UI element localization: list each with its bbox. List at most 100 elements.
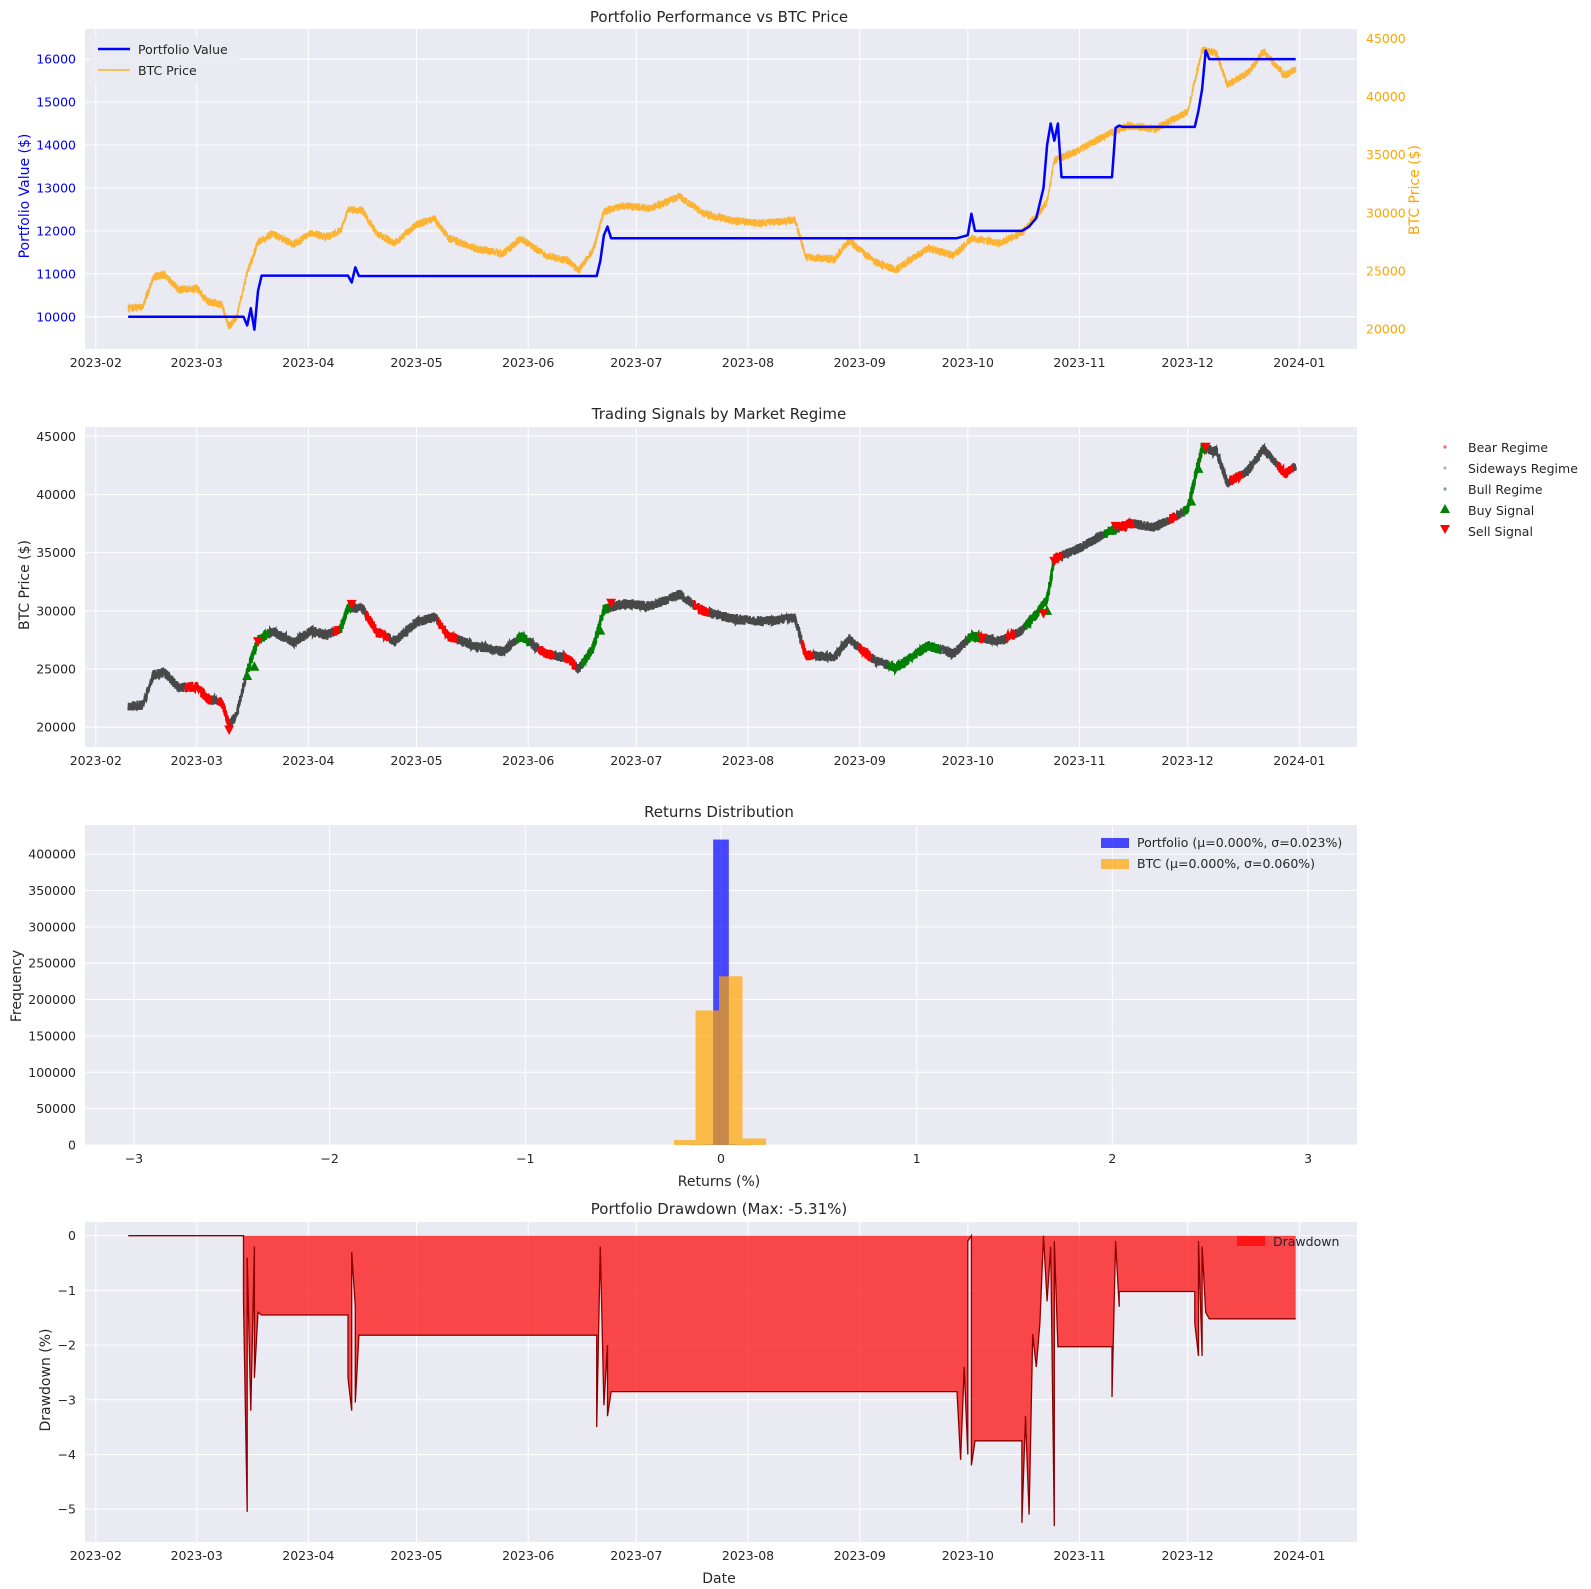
- y-tick-label: 400000: [28, 847, 76, 862]
- plot-area: [85, 427, 1357, 747]
- chart-title: Returns Distribution: [644, 803, 794, 821]
- y-tick-label: −3: [58, 1392, 76, 1407]
- x-tick-label: 2023-09: [834, 1548, 886, 1563]
- legend-label-btc: BTC (μ=0.000%, σ=0.060%): [1137, 856, 1315, 871]
- portfolio-value-line: [128, 49, 1296, 331]
- right-y-tick-label: 30000: [1366, 205, 1406, 220]
- chart-legend: Drawdown: [1237, 1234, 1339, 1249]
- bull-regime-segment: [339, 599, 353, 633]
- bear-regime-segment: [692, 599, 710, 617]
- btc-histogram-bar: [742, 1138, 767, 1145]
- y-tick-label: 15000: [36, 95, 76, 110]
- chart-legend: Bear Regime Sideways Regime Bull Regime …: [1440, 440, 1578, 539]
- y-tick-label: 100000: [28, 1065, 76, 1080]
- x-tick-label: 2023-08: [722, 355, 774, 370]
- legend-label-bear: Bear Regime: [1468, 440, 1548, 455]
- x-tick-label: 2023-06: [502, 1548, 554, 1563]
- x-tick-label: 2023-11: [1053, 1548, 1105, 1563]
- bear-regime-segment: [1276, 462, 1294, 480]
- btc-histogram-bar: [695, 1010, 720, 1145]
- sell-signal-marker: [346, 599, 357, 610]
- x-tick-label: 0: [717, 1151, 725, 1166]
- x-tick-label: 2023-12: [1162, 355, 1214, 370]
- x-tick-label: 2023-07: [610, 753, 662, 768]
- bear-regime-segment: [364, 610, 389, 643]
- y-tick-label: −4: [58, 1447, 76, 1462]
- sell-signal-marker: [224, 725, 235, 736]
- y-tick-label: 11000: [36, 266, 76, 281]
- right-y-tick-label: 45000: [1366, 31, 1406, 46]
- right-y-axis-label: BTC Price ($): [1407, 145, 1423, 235]
- y-axis-label: Drawdown (%): [38, 1328, 54, 1431]
- bear-regime-segment: [436, 617, 458, 643]
- x-tick-label: 2023-02: [70, 1548, 122, 1563]
- x-tick-label: 2023-03: [171, 355, 223, 370]
- trading-signals-chart: 2023-02 2023-03 2023-04 2023-05 2023-06 2023-…: [17, 405, 1578, 768]
- x-axis-label: Date: [702, 1571, 735, 1587]
- bull-regime-segment: [516, 630, 530, 647]
- gridlines: [85, 427, 1357, 747]
- legend-label-sell: Sell Signal: [1468, 524, 1533, 539]
- x-tick-label: −1: [516, 1151, 534, 1166]
- bull-regime-segment: [887, 641, 941, 676]
- bull-regime-segment: [966, 629, 980, 643]
- y-tick-label: 0: [68, 1138, 76, 1153]
- plot-layer: 2023-02 2023-03 2023-04 2023-05 2023-06 2023-…: [58, 1222, 1357, 1563]
- x-tick-label: 2023-04: [282, 1548, 334, 1563]
- x-tick-label: 2023-11: [1053, 753, 1105, 768]
- buy-signal-marker: [595, 625, 606, 635]
- x-tick-label: −2: [320, 1151, 338, 1166]
- y-tick-label: 20000: [36, 720, 76, 735]
- chart-legend: Portfolio (μ=0.000%, σ=0.023%) BTC (μ=0.…: [1101, 835, 1342, 871]
- right-y-tick-label: 20000: [1366, 322, 1406, 337]
- legend-marker-sell: [1440, 525, 1450, 534]
- x-tick-label: 2024-01: [1273, 1548, 1325, 1563]
- bear-regime-segment: [563, 649, 577, 671]
- x-tick-label: 2023-10: [942, 1548, 994, 1563]
- y-tick-label: 35000: [36, 545, 76, 560]
- legend-label-btc: BTC Price: [138, 63, 197, 78]
- y-tick-label: 300000: [28, 919, 76, 934]
- x-tick-label: 2023-04: [282, 753, 334, 768]
- x-tick-label: 2023-08: [722, 753, 774, 768]
- chart-legend: Portfolio Value BTC Price: [91, 37, 241, 83]
- bear-regime-segment: [537, 645, 555, 661]
- y-tick-label: 200000: [28, 992, 76, 1007]
- buy-signal-marker: [242, 670, 253, 681]
- legend-marker-bull: [1443, 487, 1447, 491]
- btc-price-line: [127, 46, 1297, 330]
- y-tick-label: 13000: [36, 180, 76, 195]
- x-axis-label: Returns (%): [678, 1174, 760, 1190]
- chart-title: Portfolio Drawdown (Max: -5.31%): [591, 1200, 848, 1218]
- x-tick-label: 3: [1304, 1151, 1312, 1166]
- sell-signal-marker: [1200, 442, 1211, 453]
- portfolio-vs-btc-chart: 2023-02 2023-03 2023-04 2023-05 2023-06 2023-…: [17, 8, 1423, 370]
- legend-marker-buy: [1440, 504, 1450, 513]
- buy-signal-marker: [1106, 525, 1117, 535]
- btc-histogram-bar: [719, 976, 743, 1145]
- bear-regime-segment: [800, 639, 815, 661]
- legend-label-portfolio: Portfolio (μ=0.000%, σ=0.023%): [1137, 835, 1342, 850]
- sell-signal-marker: [1038, 609, 1049, 619]
- buy-signal-marker: [1186, 495, 1197, 506]
- bull-regime-segment: [581, 604, 609, 668]
- bear-regime-segment: [1168, 512, 1179, 524]
- bear-regime-segment: [858, 643, 872, 662]
- x-tick-label: 1: [913, 1151, 921, 1166]
- right-y-tick-label: 35000: [1366, 147, 1406, 162]
- y-axis-label: Frequency: [9, 950, 25, 1022]
- legend-swatch-drawdown: [1237, 1236, 1265, 1246]
- chart-title: Portfolio Performance vs BTC Price: [590, 8, 848, 26]
- left-y-axis-label: Portfolio Value ($): [17, 134, 33, 259]
- x-tick-label: 2023-05: [390, 753, 442, 768]
- right-y-tick-label: 25000: [1366, 264, 1406, 279]
- right-y-tick-label: 40000: [1366, 89, 1406, 104]
- y-tick-label: 250000: [28, 956, 76, 971]
- bull-regime-segment: [1024, 557, 1056, 630]
- plot-layer: −3 −2 −1 0 1 2 3 0 50000 100000 150000 200000 250000…: [28, 825, 1357, 1166]
- bear-regime-segment: [1117, 517, 1135, 533]
- legend-label-portfolio: Portfolio Value: [138, 42, 228, 57]
- legend-label-drawdown: Drawdown: [1273, 1234, 1339, 1249]
- bear-regime-segment: [1006, 627, 1016, 642]
- x-tick-label: 2023-03: [171, 1548, 223, 1563]
